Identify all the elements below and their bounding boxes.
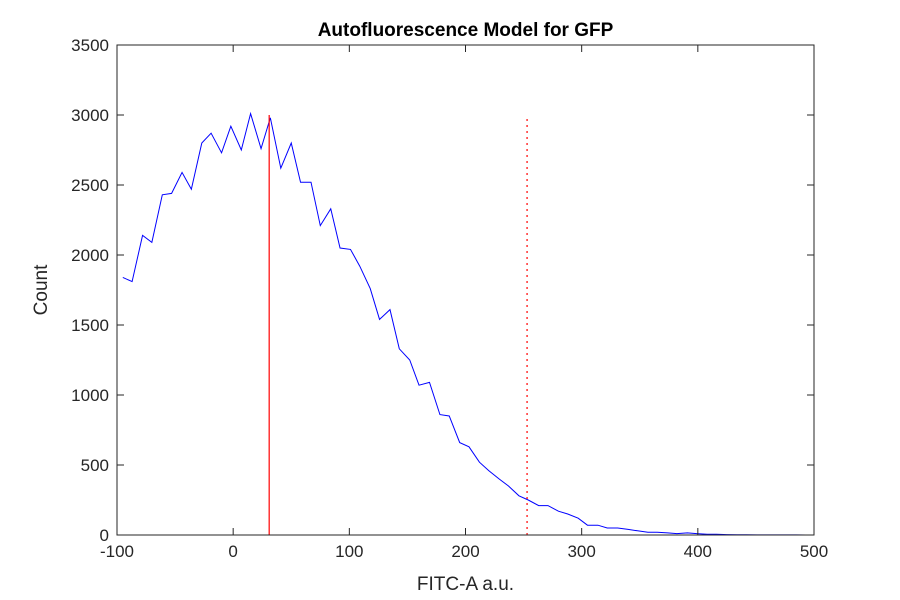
plot-background [117,45,814,535]
x-axis-label: FITC-A a.u. [417,574,514,595]
y-tick-label: 0 [100,526,109,545]
ticks-layer: -100 0 100 200 300 400 50005001000150020002500… [71,36,828,561]
x-tick-label: 500 [800,542,828,561]
chart-title: Autofluorescence Model for GFP [318,20,614,41]
y-tick-label: 1500 [71,316,109,335]
x-tick-label: -100 [100,542,134,561]
x-tick-label: 200 [451,542,479,561]
y-tick-label: 2000 [71,246,109,265]
y-tick-label: 3000 [71,106,109,125]
y-tick-label: 500 [81,456,109,475]
data-layer [122,111,806,536]
y-axis-label: Count [31,264,52,315]
plot-frame [116,44,815,536]
x-tick-label: 300 [567,542,595,561]
y-tick-label: 3500 [71,36,109,55]
x-tick-label: 400 [684,542,712,561]
y-tick-label: 2500 [71,176,109,195]
x-tick-label: 100 [335,542,363,561]
series-line-0 [122,111,806,536]
x-tick-label: 0 [228,542,237,561]
y-tick-label: 1000 [71,386,109,405]
